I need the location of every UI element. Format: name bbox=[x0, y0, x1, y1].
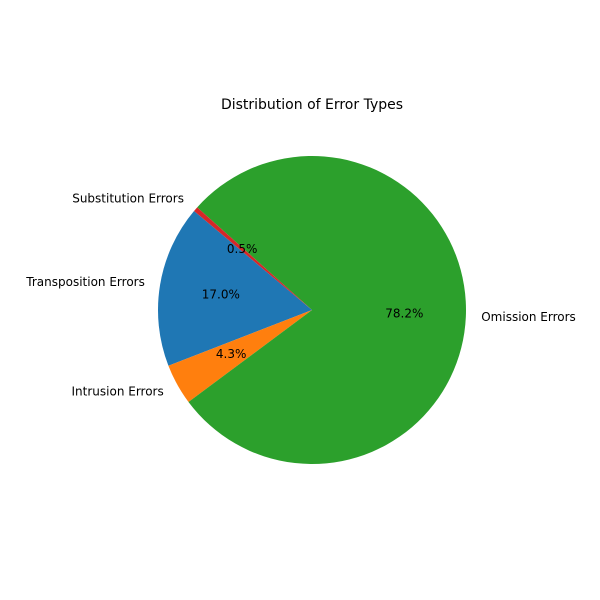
pie-slice-transposition-errors bbox=[158, 211, 312, 366]
pie-labels: Transposition Errors 17.0% Intrusion Error… bbox=[25, 192, 575, 399]
pie-slice-substitution-errors bbox=[194, 207, 312, 310]
pie-slices bbox=[158, 156, 466, 464]
chart-title: Distribution of Error Types bbox=[221, 97, 403, 113]
percent-label-intrusion-errors: 4.3% bbox=[216, 347, 247, 361]
percent-label-omission-errors: 78.2% bbox=[385, 307, 423, 321]
pie-slice-intrusion-errors bbox=[168, 310, 312, 402]
percent-label-substitution-errors: 0.5% bbox=[227, 242, 258, 256]
pie-slice-omission-errors bbox=[188, 156, 466, 464]
category-label-omission-errors: Omission Errors bbox=[481, 310, 576, 324]
category-label-substitution-errors: Substitution Errors bbox=[72, 192, 184, 206]
category-label-transposition-errors: Transposition Errors bbox=[25, 275, 145, 289]
category-label-intrusion-errors: Intrusion Errors bbox=[72, 384, 164, 398]
percent-label-transposition-errors: 17.0% bbox=[202, 287, 240, 301]
